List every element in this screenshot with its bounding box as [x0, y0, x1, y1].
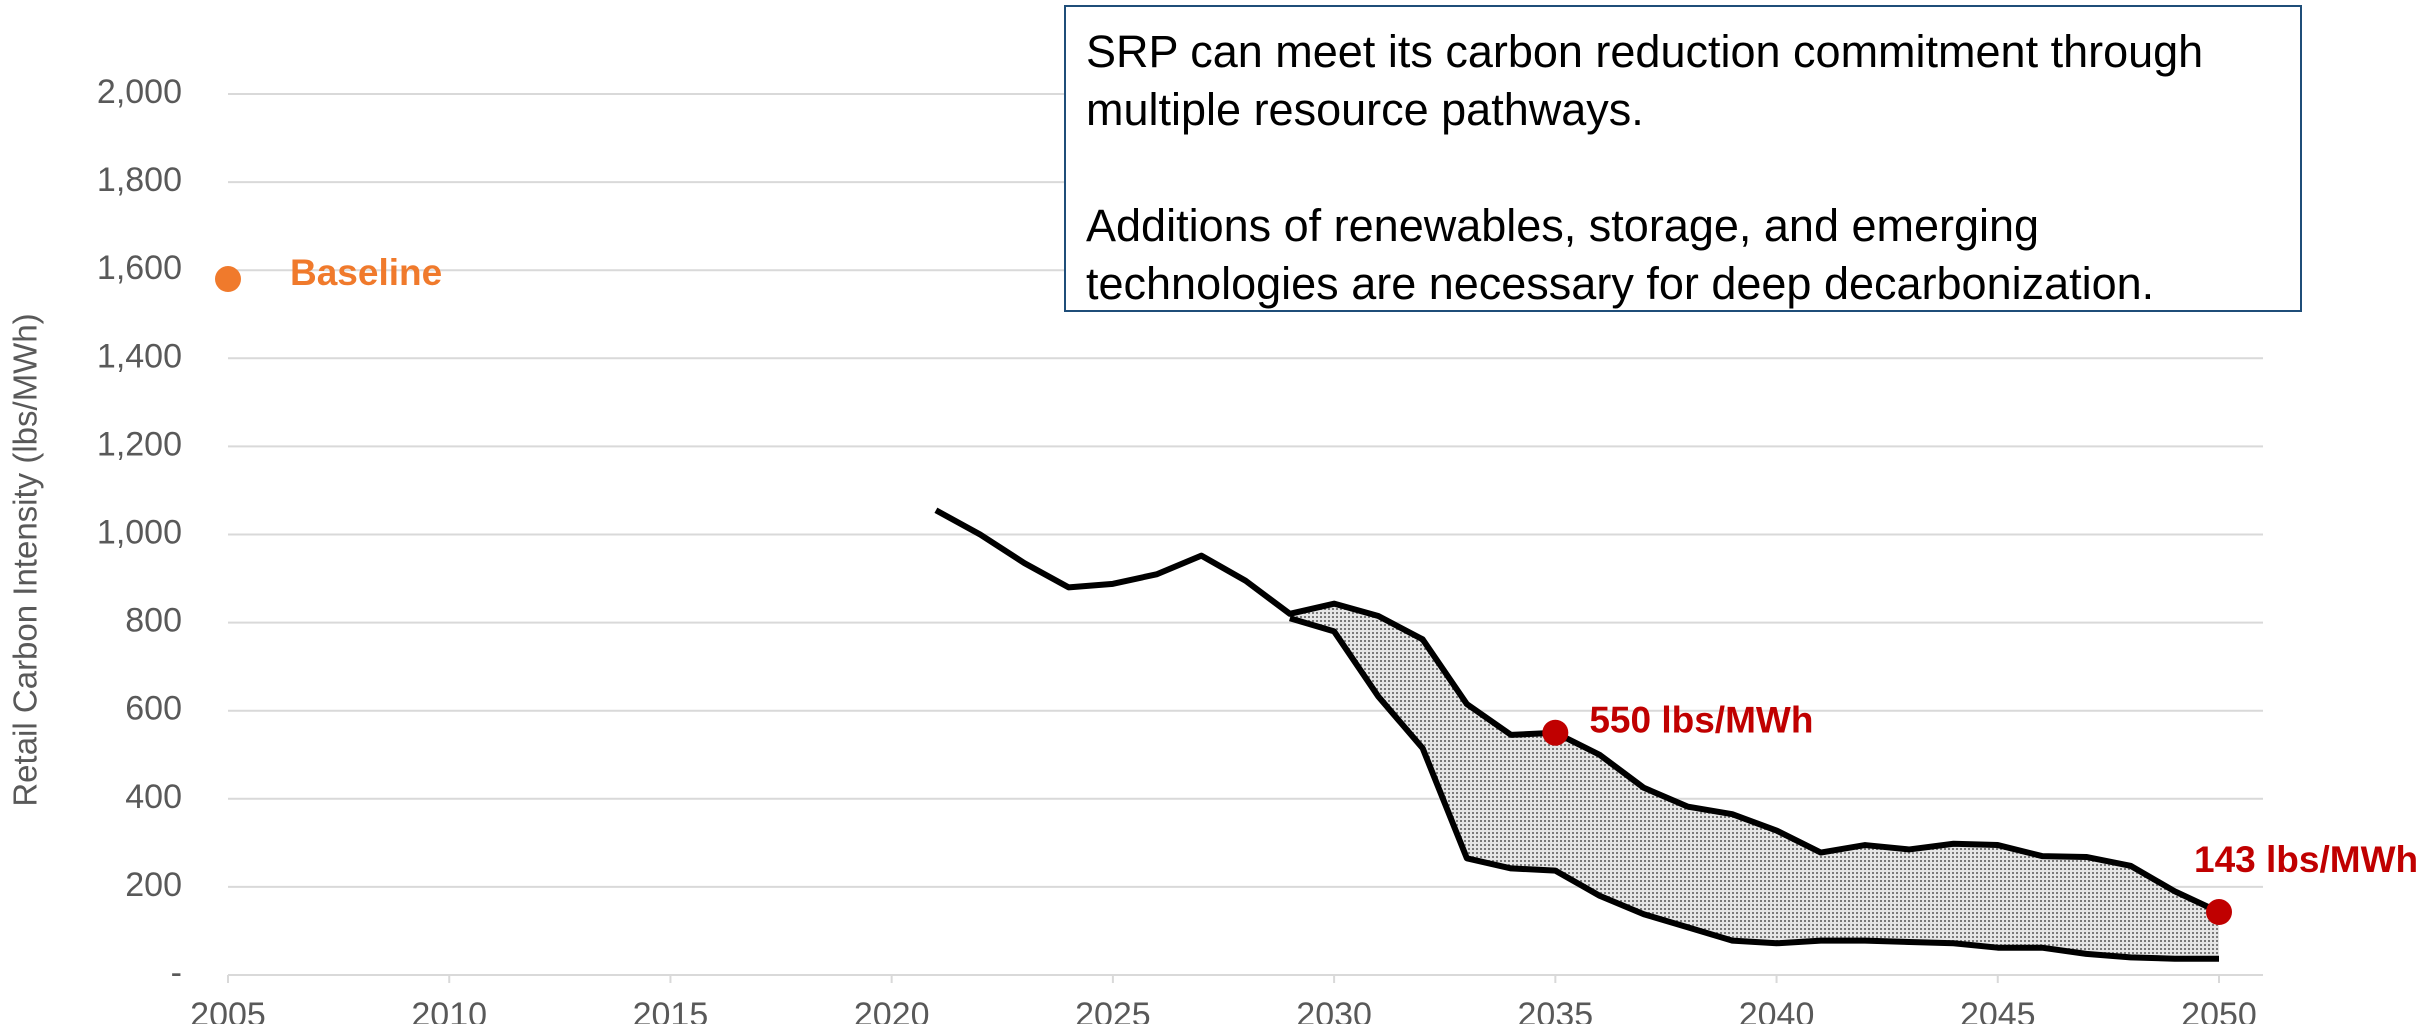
x-tick-label: 2015: [633, 996, 709, 1024]
x-tick-label: 2020: [854, 996, 930, 1024]
paragraph: Additions of renewables, storage, and em…: [1086, 200, 2155, 309]
line: [1289, 615, 2219, 962]
point-label: 143 lbs/MWh: [2194, 839, 2418, 880]
y-tick-label: 1,600: [97, 249, 182, 287]
y-axis-label: Retail Carbon Intensity (lbs/MWh): [7, 313, 44, 806]
x-tick-label: 2050: [2181, 996, 2257, 1024]
point: [2206, 899, 2232, 926]
x-tick-label: 2040: [1739, 996, 1815, 1024]
y-tick-label: 1,400: [97, 337, 182, 375]
point: [1542, 719, 1569, 746]
y-tick-label: 200: [125, 866, 182, 904]
x-tick-label: 2045: [1960, 996, 2036, 1024]
y-tick-label: 800: [125, 602, 182, 640]
point-label: Baseline: [290, 252, 442, 293]
y-tick-label: 1,800: [97, 161, 182, 199]
line: [934, 507, 2221, 915]
point: [215, 266, 241, 293]
y-tick-label: -: [171, 954, 182, 992]
x-tick-label: 2010: [411, 996, 487, 1024]
x-tick-label: 2030: [1296, 996, 1372, 1024]
y-tick-label: 1,200: [97, 425, 182, 463]
y-tick-label: 2,000: [97, 73, 182, 111]
y-tick-label: 600: [125, 690, 182, 728]
paragraph: SRP can meet its carbon reduction commit…: [1086, 26, 2204, 135]
point-label: 550 lbs/MWh: [1589, 700, 1813, 741]
shaded-band: [1289, 603, 2219, 959]
y-tick-label: 1,000: [97, 513, 182, 551]
x-tick-label: 2005: [190, 996, 266, 1024]
text-box: SRP can meet its carbon reduction commit…: [1064, 5, 2302, 312]
x-tick-label: 2025: [1075, 996, 1151, 1024]
x-tick-label: 2035: [1518, 996, 1594, 1024]
y-tick-label: 400: [125, 778, 182, 816]
